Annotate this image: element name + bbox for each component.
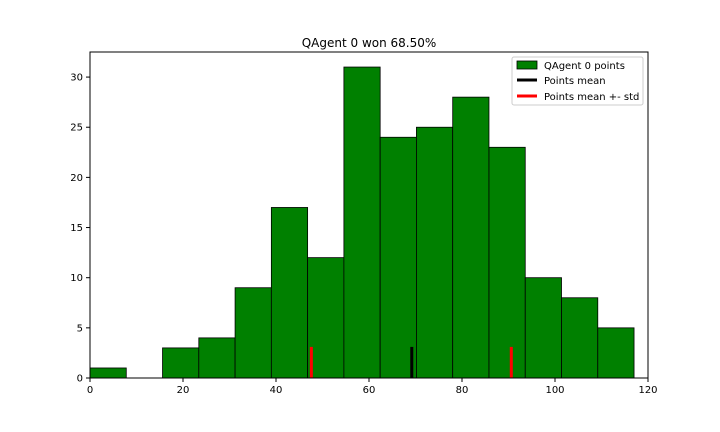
x-tick-label: 100 [545,385,564,396]
y-tick-label: 5 [77,323,83,334]
y-tick-label: 20 [70,173,83,184]
histogram-bar [198,337,236,379]
y-tick-label: 0 [77,374,83,385]
legend-swatch-histogram [516,60,538,70]
histogram-bar [307,257,345,379]
histogram-bar [343,66,381,379]
histogram-bar [234,287,272,379]
legend: QAgent 0 points Points mean Points mean … [511,56,644,106]
histogram-bar [597,327,635,379]
histogram-bar [452,96,490,379]
x-tick-label: 120 [638,385,657,396]
y-tick-label: 15 [70,223,83,234]
x-tick-label: 20 [177,385,190,396]
histogram-bar [524,277,562,379]
legend-label-mean: Points mean [544,76,606,87]
histogram-bar [561,297,599,379]
histogram-bar [379,136,417,379]
legend-label-std: Points mean +- std [544,92,639,103]
x-tick-label: 40 [270,385,283,396]
histogram-bar [270,207,309,379]
y-axis-ticks: 0 5 10 15 20 25 30 [70,73,90,385]
mean-lines [309,346,513,378]
x-tick-label: 80 [456,385,469,396]
histogram-bar [89,367,127,379]
y-tick-label: 30 [70,73,83,84]
legend-label-histogram: QAgent 0 points [544,61,625,72]
histogram-bar [416,126,454,379]
x-tick-label: 0 [87,385,93,396]
y-tick-label: 25 [70,123,83,134]
histogram-bars [89,66,635,379]
histogram-bar [162,347,200,379]
y-tick-label: 10 [70,273,83,284]
histogram-bar [488,146,526,379]
chart-title: QAgent 0 won 68.50% [302,36,437,50]
legend-box [511,56,644,106]
x-axis-ticks: 0 20 40 60 80 100 120 [87,378,658,396]
x-tick-label: 60 [363,385,376,396]
